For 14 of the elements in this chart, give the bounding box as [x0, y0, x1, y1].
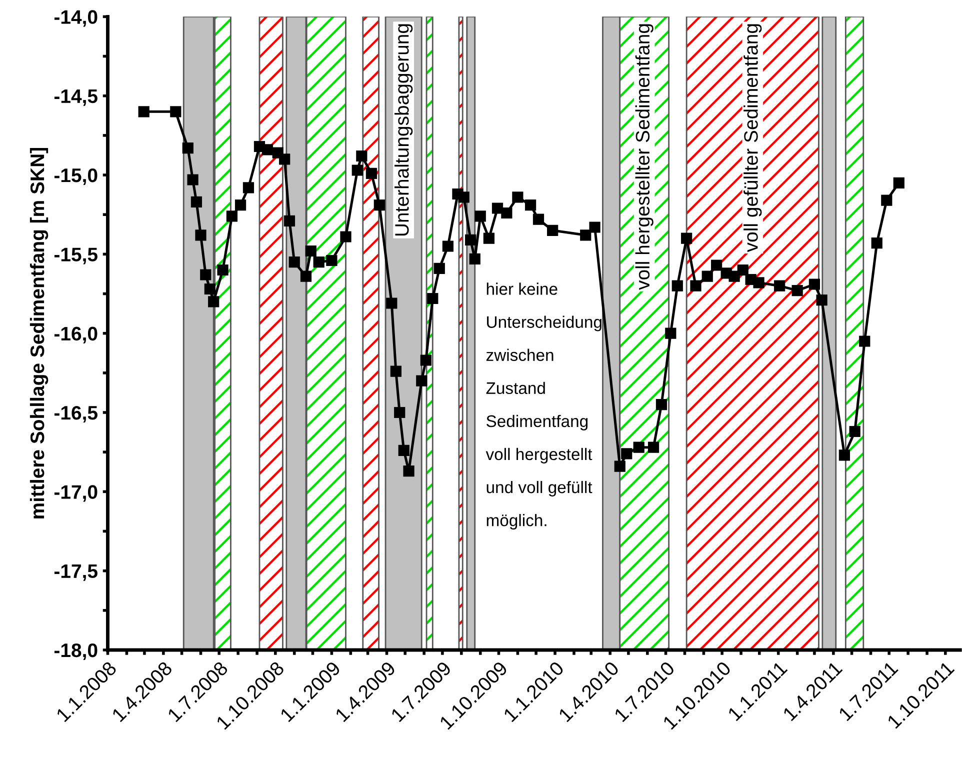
y-tick-label: -17,5 — [54, 564, 98, 581]
y-tick-label: -16,0 — [54, 326, 98, 344]
y-tick-label: -16,5 — [54, 406, 98, 423]
band-label: voll hergestellter Sedimentfang — [635, 24, 654, 290]
y-axis-title: mittlere Sohllage Sedimentfang [m SKN] — [30, 148, 48, 518]
band-label: voll gefüllter Sedimentfang — [744, 24, 762, 252]
y-tick-label: -17,0 — [54, 485, 98, 502]
y-tick-label: -14,5 — [54, 90, 98, 106]
y-tick-label: -15,5 — [54, 248, 98, 264]
y-tick-label: -14,0 — [54, 10, 98, 27]
y-tick-label: -18,0 — [54, 643, 98, 660]
y-tick-label: -15,0 — [54, 168, 98, 186]
text: hier keine Unterscheidung zwischen Zustand Sedimentfang voll hergestellt und voll gefüllt möglich. — [486, 282, 602, 530]
band-label: Unterhaltungsbaggerung — [394, 24, 413, 236]
